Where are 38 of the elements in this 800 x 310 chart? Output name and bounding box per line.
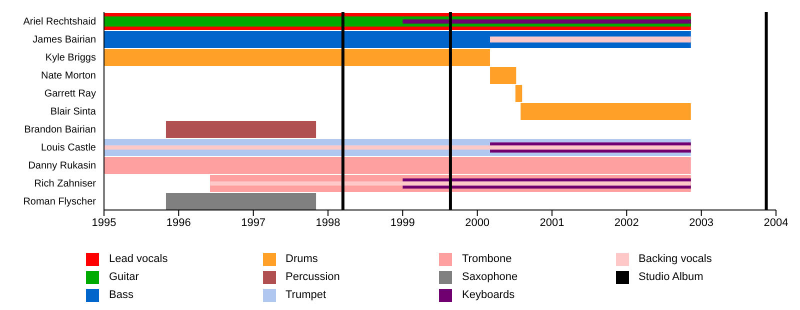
y-tick-label: Blair Sinta <box>50 106 96 118</box>
y-tick-label: Garrett Ray <box>44 88 96 100</box>
x-tick-label: 1996 <box>166 216 191 229</box>
x-tick-label: 1995 <box>92 216 116 229</box>
legend-label: Backing vocals <box>638 253 712 265</box>
legend-label: Trombone <box>462 253 512 265</box>
x-tick-label: 2000 <box>465 216 490 229</box>
y-tick-label: Ariel Rechtshaid <box>23 16 96 28</box>
bar <box>166 121 316 138</box>
legend-label: Bass <box>109 289 134 301</box>
bar <box>166 193 316 210</box>
legend-label: Studio Album <box>638 271 704 283</box>
legend-label: Drums <box>286 253 318 265</box>
y-tick-label: Louis Castle <box>40 142 96 154</box>
x-tick-label: 1998 <box>316 216 340 229</box>
legend-label: Trumpet <box>286 289 326 301</box>
y-tick-label: Rich Zahniser <box>34 178 97 190</box>
legend-label: Lead vocals <box>109 253 168 265</box>
x-tick-label: 2003 <box>689 216 714 229</box>
x-tick-label: 2001 <box>540 216 564 229</box>
y-tick-label: Roman Flyscher <box>23 196 97 208</box>
y-tick-label: Kyle Briggs <box>45 52 96 64</box>
bar <box>490 36 691 42</box>
x-tick-label: 1999 <box>390 216 415 229</box>
legend-label: Keyboards <box>462 289 515 301</box>
legend-label: Saxophone <box>462 271 518 283</box>
bar <box>104 49 490 66</box>
legend-label: Percussion <box>286 271 340 283</box>
x-tick-label: 2002 <box>614 216 639 229</box>
y-tick-label: James Bairian <box>32 34 96 46</box>
y-tick-label: Danny Rukasin <box>28 160 96 172</box>
x-tick-label: 1997 <box>241 216 266 229</box>
bar <box>210 181 691 186</box>
y-tick-label: Nate Morton <box>40 70 96 82</box>
legend-label: Guitar <box>109 271 139 283</box>
x-tick-label: 2004 <box>764 216 788 229</box>
y-tick-label: Brandon Bairian <box>24 124 96 136</box>
bar <box>104 145 691 150</box>
